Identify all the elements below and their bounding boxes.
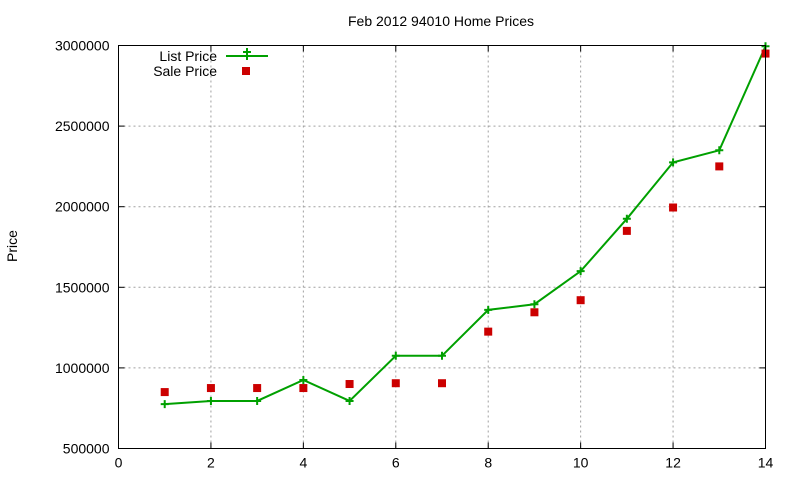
sale-price-point xyxy=(299,384,308,393)
y-tick-label: 1500000 xyxy=(55,279,110,295)
x-tick-label: 4 xyxy=(299,455,307,471)
sale-price-point xyxy=(669,203,678,212)
sale-price-point xyxy=(206,384,215,393)
list-price-point xyxy=(715,146,724,155)
list-price-point xyxy=(253,396,262,405)
list-price-point xyxy=(299,375,308,384)
y-tick-label: 2000000 xyxy=(55,199,110,215)
legend-label-sale-price: Sale Price xyxy=(153,63,217,79)
sale-price-point xyxy=(576,296,585,305)
list-price-point xyxy=(576,267,585,276)
series-layer xyxy=(160,42,770,409)
list-price-point xyxy=(391,351,400,360)
axis-ticks: 0 2 4 6 8 10 12 14 500000 1000000 1500000 2000000 25… xyxy=(55,38,774,471)
sale-price-point xyxy=(438,379,446,388)
list-price-point xyxy=(206,396,215,405)
legend: List Price Sale Price xyxy=(153,48,268,79)
list-price-point xyxy=(530,300,539,309)
list-price-point xyxy=(484,305,493,314)
x-tick-label: 14 xyxy=(758,455,774,471)
x-tick-label: 10 xyxy=(573,455,589,471)
list-price-line xyxy=(164,45,767,406)
sale-price-point xyxy=(484,327,493,336)
legend-list-price-marker xyxy=(243,48,251,60)
sale-price-point xyxy=(253,384,262,393)
y-tick-label: 500000 xyxy=(63,441,110,457)
sale-price-point xyxy=(160,388,169,397)
list-price-point xyxy=(669,158,678,167)
legend-label-list-price: List Price xyxy=(159,48,217,64)
grid-lines xyxy=(118,45,766,449)
list-price-point xyxy=(345,396,354,405)
x-tick-label: 6 xyxy=(392,455,400,471)
y-tick-label: 1000000 xyxy=(55,360,110,376)
chart-title: Feb 2012 94010 Home Prices xyxy=(348,13,534,29)
x-tick-label: 0 xyxy=(115,455,123,471)
y-axis-label: Price xyxy=(4,230,20,262)
sale-price-point xyxy=(622,226,631,235)
y-tick-label: 3000000 xyxy=(55,38,110,54)
sale-price-point xyxy=(345,380,354,389)
list-price-point xyxy=(438,351,446,360)
legend-sale-price-marker xyxy=(242,67,250,75)
list-price-point xyxy=(622,214,631,223)
y-tick-label: 2500000 xyxy=(55,118,110,134)
x-tick-label: 8 xyxy=(484,455,492,471)
sale-price-point xyxy=(530,308,539,317)
list-price-point xyxy=(160,400,169,409)
sale-price-point xyxy=(391,379,400,388)
x-tick-label: 12 xyxy=(665,455,681,471)
x-tick-label: 2 xyxy=(207,455,215,471)
plot-frame xyxy=(118,45,766,449)
sale-price-point xyxy=(715,162,724,171)
